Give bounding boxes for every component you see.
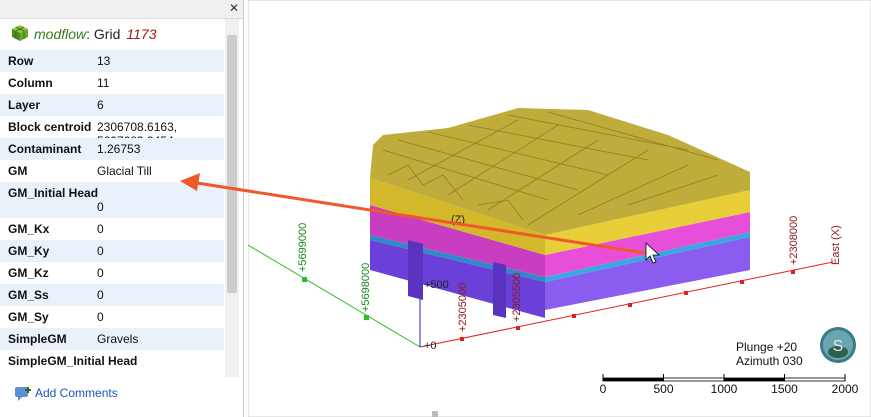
axis-marker [302,277,307,282]
block-notch [493,262,506,318]
scroll-thumb[interactable] [227,35,237,293]
property-label: Block centroid [8,120,92,134]
scale-segment [723,377,785,382]
scrollbar[interactable] [225,19,239,377]
property-value: 6 [97,98,104,112]
z-axis-title: (Z) [451,214,465,226]
property-value: 11 [97,76,110,90]
property-label: GM_Kx [8,222,50,236]
property-row: GM_Kz 0 [0,262,224,284]
z-label: +500 [424,279,449,291]
comment-icon [15,387,31,401]
property-row: GM_Initial Head 0 [0,182,224,218]
property-value: 0 [97,244,104,258]
property-row: GM_Ss 0 [0,284,224,306]
property-value: Glacial Till [97,164,152,178]
scale-label: 500 [653,382,673,396]
east-label: +2308000 [788,216,800,265]
property-row: Column 11 [0,72,224,94]
property-value: 1.26753 [97,142,141,156]
property-label: GM_Sy [8,310,49,324]
scale-label: 1500 [771,382,798,396]
property-row: GM_Ky 0 [0,240,224,262]
east-axis-title: East (X) [830,225,842,265]
grid-icon [12,25,28,41]
property-row: Contaminant 1.26753 [0,138,224,160]
scale-segment [663,377,725,382]
property-label: GM_Initial Head [8,186,99,200]
property-label: SimpleGM_Initial Head [8,354,138,368]
property-label: SimpleGM [8,332,67,346]
property-row: SimpleGM_Initial Head [0,350,224,372]
property-row: GM Glacial Till [0,160,224,182]
mouse-cursor [645,242,661,264]
property-row: GM_Kx 0 [0,218,224,240]
property-label: Column [8,76,53,90]
property-label: GM_Ky [8,244,50,258]
north-label: +5698000 [360,263,372,312]
close-button[interactable]: ✕ [228,1,240,15]
east-axis [419,261,834,348]
property-table: Row 13 Column 11 Layer 6 Block centroid 2306708… [0,50,224,372]
property-value: 0 [97,310,104,324]
property-label: GM [8,164,28,178]
compass-button[interactable]: S [820,327,856,363]
layer-purple [545,237,750,310]
east-label: +2305500 [511,273,523,322]
north-axis [248,244,421,348]
scale-segment [784,377,846,382]
scale-bar: 0 500 1000 1500 2000 [600,374,859,396]
property-row: Layer 6 [0,94,224,116]
north-label: +5699000 [297,223,309,272]
panel-titlebar: ✕ [0,0,243,19]
property-label: Row [8,54,34,68]
object-id: 1173 [126,26,157,42]
property-row: GM_Sy 0 [0,306,224,328]
east-label: +2305000 [457,283,469,332]
scale-label: 2000 [832,382,859,396]
property-label: GM_Ss [8,288,49,302]
axis-marker [364,315,369,320]
properties-panel: ✕ modflow: Grid 1173 Row 13 Column 11 Layer 6 B… [0,0,244,417]
scale-label: 0 [600,382,607,396]
property-value: 13 [97,54,111,68]
azimuth: Azimuth 030 [736,354,803,368]
property-value: 0 [97,288,104,302]
property-label: Layer [8,98,41,112]
add-comments-link[interactable]: Add Comments [35,386,118,400]
source-name: modflow [34,26,87,42]
property-row: Row 13 [0,50,224,72]
property-value: 0 [97,266,104,280]
plunge: Plunge +20 [736,340,797,354]
property-value: 0 [97,200,104,214]
scale-segment [602,377,664,382]
property-row: SimpleGM Gravels [0,328,224,350]
scene-view: +5699000 +5698000 +2305000 +2305500 +230… [248,0,871,417]
property-value: Gravels [97,332,139,346]
object-type: : Grid [86,26,121,42]
scale-label: 1000 [711,382,738,396]
svg-text:S: S [833,338,844,355]
property-label: Contaminant [8,142,82,156]
property-label: GM_Kz [8,266,49,280]
property-value: 0 [97,222,104,236]
z-label: +0 [424,340,437,352]
object-header: modflow: Grid 1173 [34,24,156,44]
block-notch [408,240,423,300]
axis-markers [460,270,795,341]
